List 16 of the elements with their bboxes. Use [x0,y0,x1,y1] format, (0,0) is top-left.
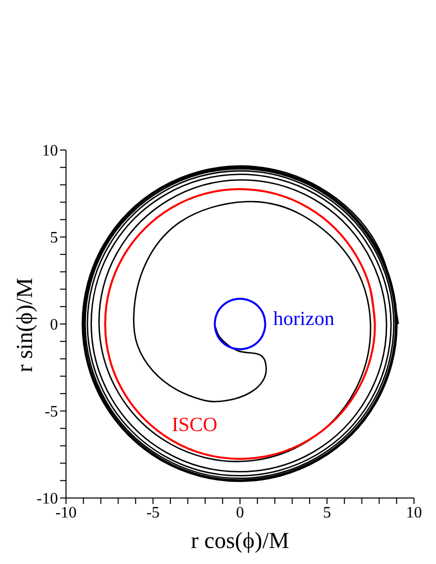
y-tick-label: -5 [44,404,58,421]
line-series [82,165,400,482]
x-tick-label: -5 [146,504,160,522]
series-label: ISCO [172,414,218,436]
x-tick-label: 5 [323,504,331,522]
y-axis-title: r sin(ϕ)/M [12,278,38,372]
x-axis-title: r cos(ϕ)/M [190,528,290,553]
x-tick-label: 10 [406,504,422,522]
line-series [104,188,376,460]
y-tick-label: -10 [36,490,58,508]
y-tick-label: 0 [50,316,58,334]
line-series [214,298,266,350]
series-label: horizon [273,308,334,330]
y-tick-label: 5 [50,230,58,247]
y-tick-label: 10 [42,142,58,160]
x-tick-label: 0 [236,504,244,522]
